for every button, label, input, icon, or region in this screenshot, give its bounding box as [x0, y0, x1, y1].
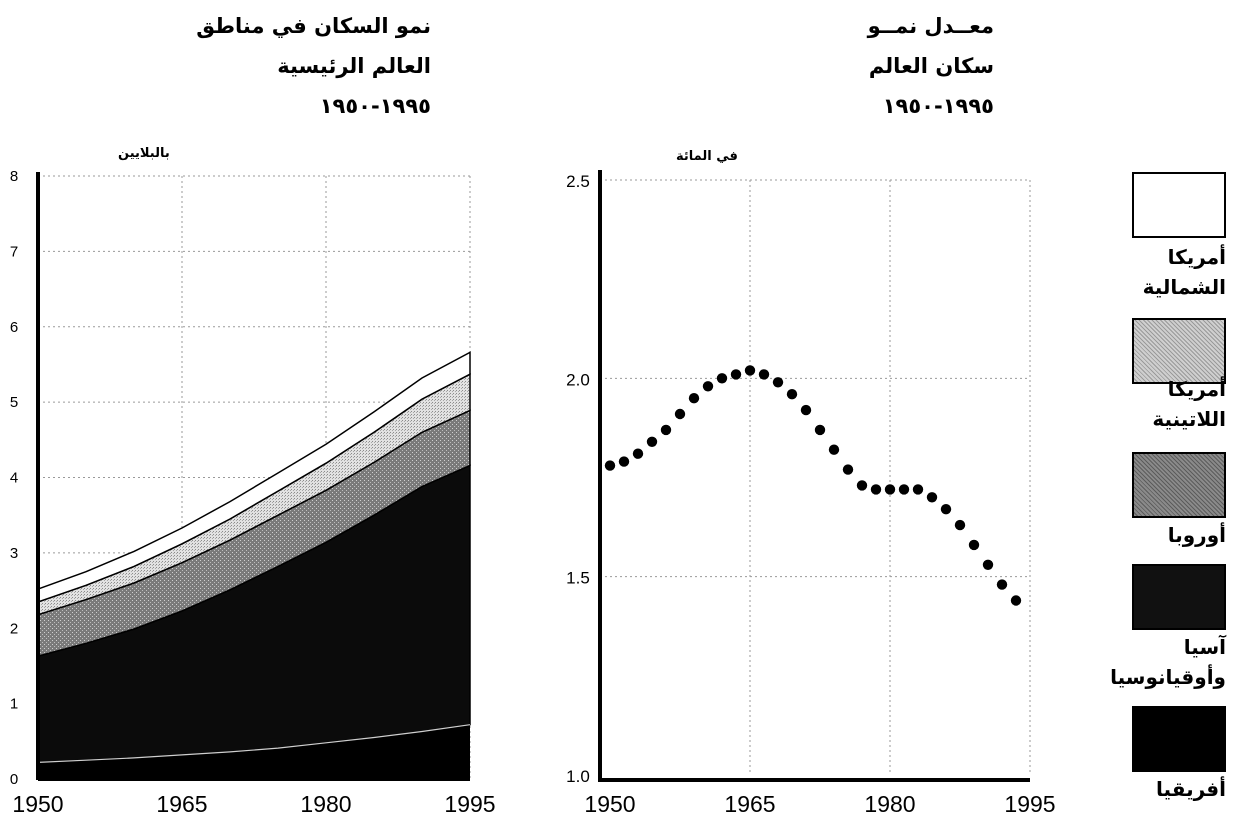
left-x-tick-1995: 1995	[444, 791, 495, 817]
growth-point	[660, 424, 672, 436]
growth-point	[800, 404, 812, 416]
growth-point	[744, 365, 756, 376]
left-y-tick-5: 5	[10, 394, 18, 411]
growth-point	[632, 448, 644, 459]
growth-point	[786, 389, 798, 400]
growth-point	[702, 381, 714, 392]
growth-point	[688, 393, 700, 404]
right-chart-y-ticks: 1.0 1.5 2.0 2.5	[566, 172, 590, 786]
right-chart-y-label: في المائة	[676, 149, 738, 164]
legend-swatch-africa	[1132, 706, 1226, 772]
legend-label-asia-oceania: آسيا وأوقيانوسيا	[1110, 635, 1226, 689]
growth-point	[926, 492, 938, 503]
growth-point	[716, 373, 728, 384]
left-y-tick-0: 0	[10, 771, 18, 788]
left-x-tick-1965: 1965	[156, 791, 207, 817]
left-y-tick-8: 8	[10, 168, 18, 185]
left-y-tick-3: 3	[10, 545, 18, 562]
growth-point	[940, 504, 952, 515]
growth-point	[604, 460, 616, 471]
right-x-tick-1950: 1950	[584, 791, 635, 817]
legend-label-north-america: أمريكا الشمالية	[1142, 245, 1226, 299]
area-africa-boundary	[37, 724, 471, 763]
growth-point	[954, 519, 966, 531]
growth-point	[996, 579, 1008, 590]
right-x-tick-1995: 1995	[1004, 791, 1055, 817]
left-y-tick-6: 6	[10, 319, 18, 336]
growth-point	[898, 484, 910, 495]
growth-point	[646, 436, 658, 447]
left-chart-y-ticks: 0 1 2 3 4 5 6 7 8	[10, 168, 18, 788]
legend-label-latin-america: أمريكا اللاتينية	[1152, 377, 1226, 431]
right-x-tick-1965: 1965	[724, 791, 775, 817]
growth-point	[968, 539, 980, 551]
growth-point	[828, 444, 840, 455]
growth-rate-chart: 1.0 1.5 2.0 2.5 1950 1965 1980 1995 في المائة	[566, 149, 1055, 817]
left-x-tick-1980: 1980	[300, 791, 351, 817]
legend-label-europe: أوروبا	[1167, 523, 1226, 547]
growth-point	[814, 424, 826, 436]
growth-point	[1010, 595, 1022, 606]
left-chart-x-ticks: 1950 1965 1980 1995	[12, 791, 495, 817]
population-area-chart: 0 1 2 3 4 5 6 7 8 1950 1965 1980 1995 بالبلايين	[10, 146, 496, 817]
growth-point	[618, 456, 630, 467]
left-y-tick-7: 7	[10, 243, 18, 260]
growth-point	[884, 484, 896, 495]
right-y-tick-2.5: 2.5	[566, 172, 590, 191]
right-chart-title: معــدل نمــو سكان العالم ١٩٩٥-١٩٥٠	[867, 14, 994, 118]
left-chart-y-label: بالبلايين	[118, 146, 170, 161]
area-africa	[38, 724, 470, 779]
right-chart-points	[604, 365, 1022, 606]
growth-point	[870, 484, 882, 495]
growth-point	[856, 480, 868, 491]
right-chart-axes	[598, 170, 1030, 782]
legend-swatch-asia-oceania	[1132, 564, 1226, 630]
left-chart-title: نمو السكان في مناطق العالم الرئيسية ١٩٩٥…	[196, 14, 431, 118]
legend-label-africa: أفريقيا	[1156, 777, 1226, 801]
area-north-america	[37, 351, 471, 603]
legend-swatch-latin-america	[1132, 318, 1226, 384]
growth-point	[912, 484, 924, 495]
left-y-tick-1: 1	[10, 696, 18, 713]
left-y-tick-4: 4	[10, 470, 18, 487]
left-y-tick-2: 2	[10, 620, 18, 637]
growth-point	[674, 408, 686, 420]
growth-point	[758, 369, 770, 380]
right-y-tick-1.0: 1.0	[566, 767, 590, 786]
growth-point	[842, 464, 854, 475]
right-y-tick-2.0: 2.0	[566, 370, 590, 389]
growth-point	[730, 369, 742, 380]
right-chart-x-ticks: 1950 1965 1980 1995	[584, 791, 1055, 817]
growth-point	[772, 377, 784, 388]
left-chart-areas	[37, 351, 471, 779]
growth-point	[982, 559, 994, 570]
legend-swatch-europe	[1132, 452, 1226, 518]
left-x-tick-1950: 1950	[12, 791, 63, 817]
right-chart-gridlines	[600, 179, 1031, 775]
right-y-tick-1.5: 1.5	[566, 569, 590, 588]
right-x-tick-1980: 1980	[864, 791, 915, 817]
left-chart-axes	[36, 172, 470, 781]
legend-swatch-north-america	[1132, 172, 1226, 238]
